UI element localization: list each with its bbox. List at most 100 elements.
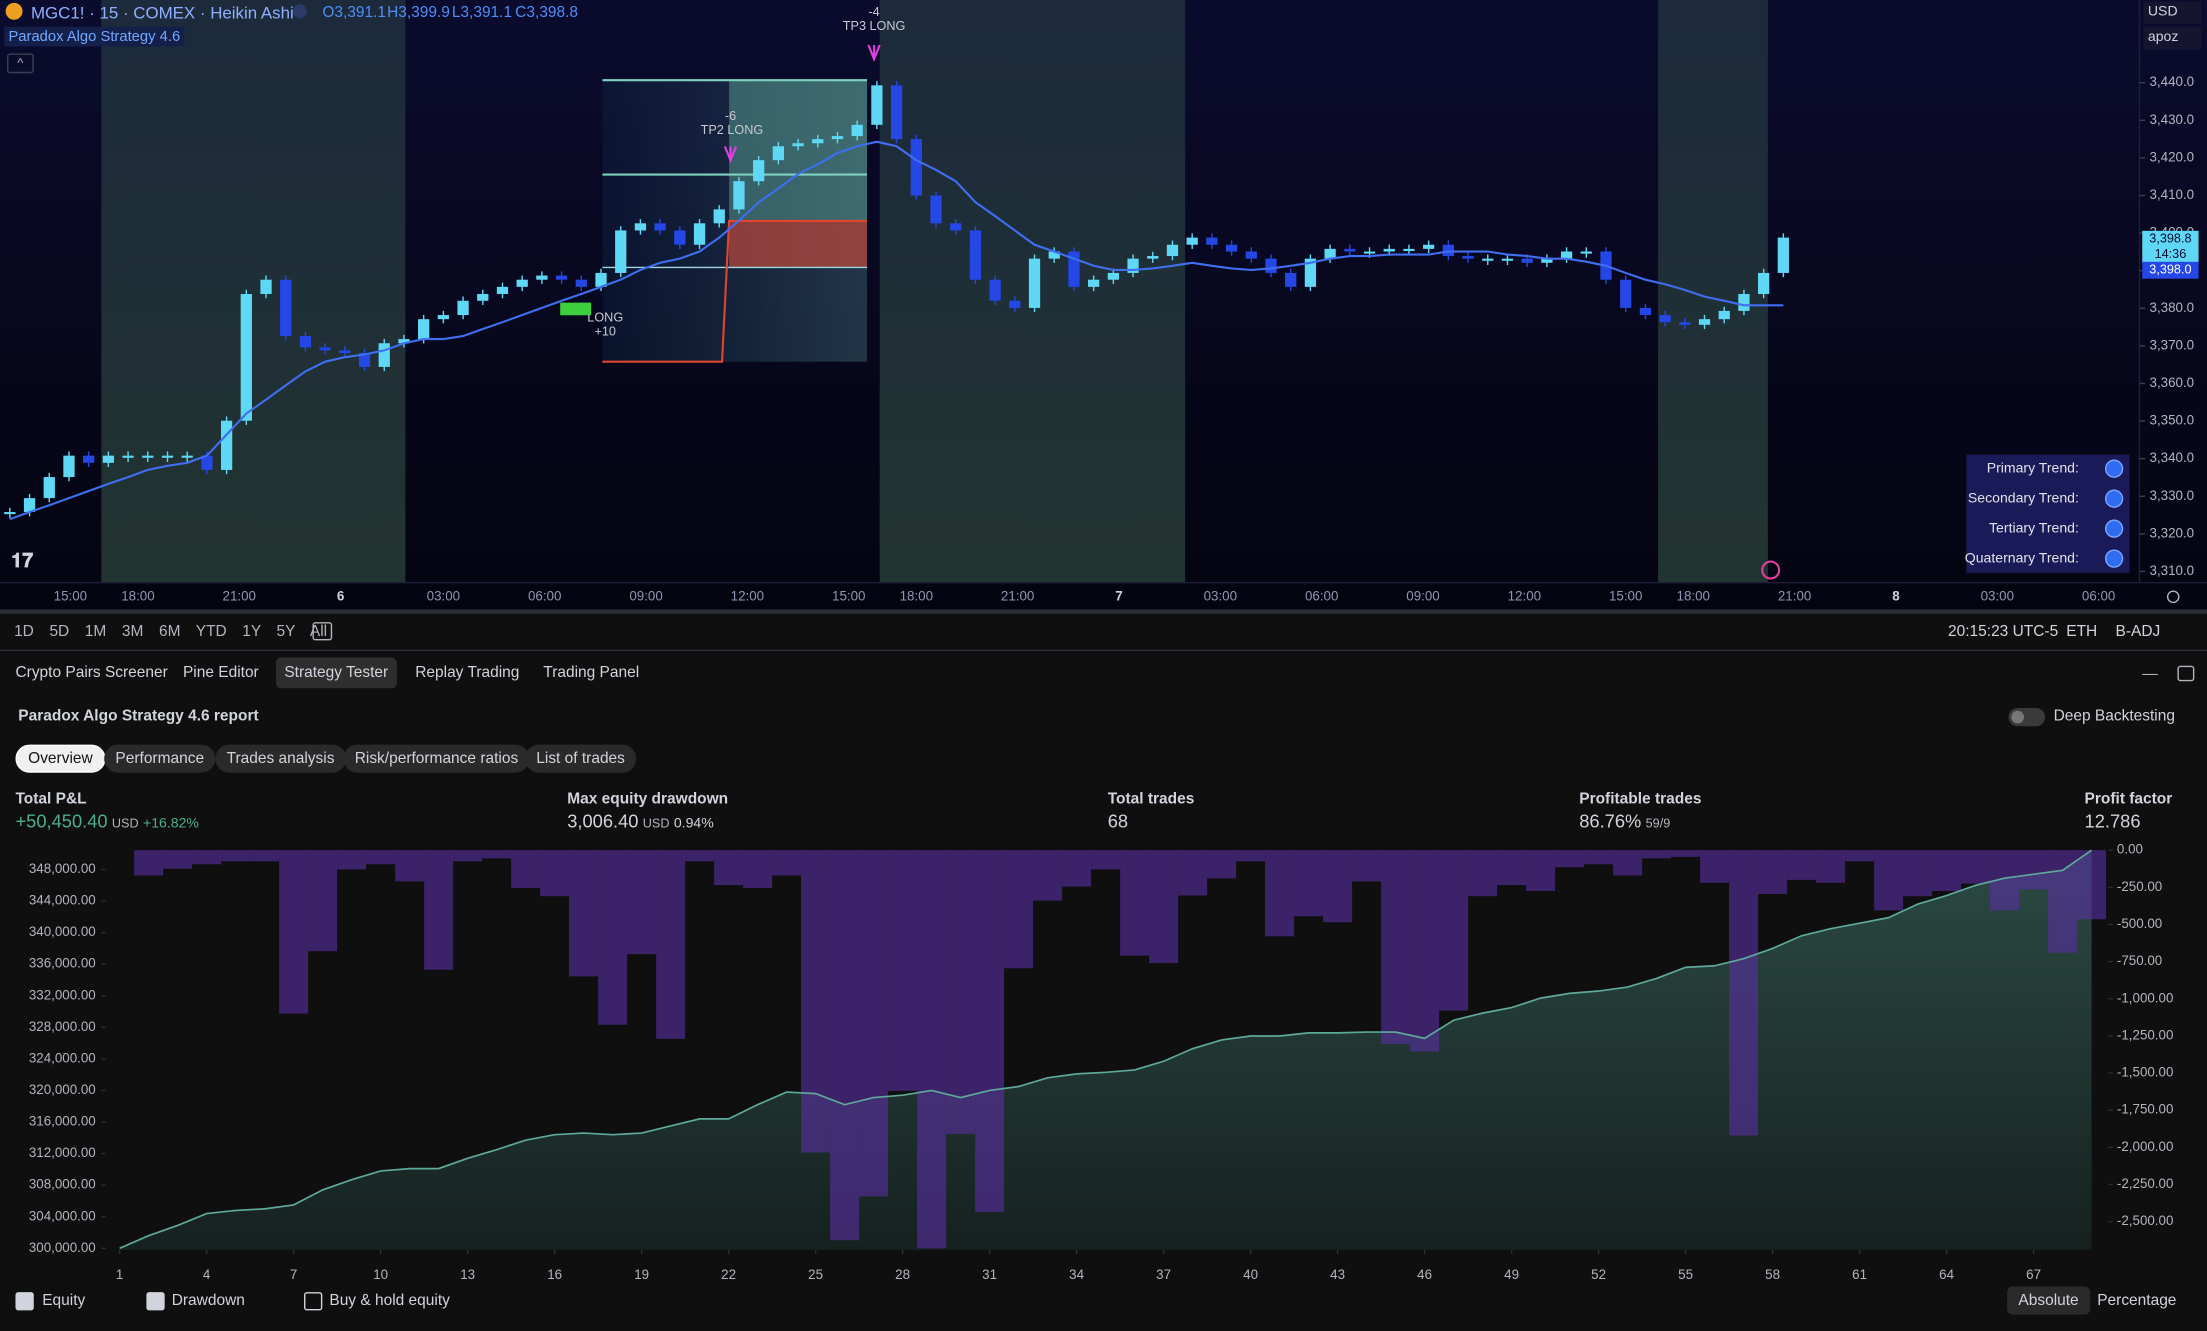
report-title[interactable]: Paradox Algo Strategy 4.6 report [18, 707, 259, 725]
subtab-active[interactable]: Overview [15, 744, 106, 773]
candle [1324, 248, 1336, 259]
candle [1501, 258, 1514, 261]
candle [1679, 322, 1691, 325]
candle [595, 272, 607, 287]
drawdown-bar [1120, 850, 1150, 956]
y2-tick-label: -2,500.00 [2117, 1213, 2173, 1228]
checkbox[interactable] [304, 1292, 323, 1311]
minimize[interactable]: — [2142, 665, 2158, 683]
candle [477, 293, 489, 301]
candle [1363, 251, 1376, 254]
mode[interactable]: Percentage [2097, 1292, 2177, 1310]
drawdown-bar [685, 850, 715, 862]
range-button[interactable]: 1Y [242, 623, 261, 641]
currency[interactable]: USD [2143, 1, 2202, 24]
drawdown-bar [569, 850, 599, 977]
x-tick-label: 12:00 [1508, 588, 1541, 603]
legend-entry[interactable]: Drawdown [171, 1292, 245, 1310]
drawdown-bar [1613, 850, 1643, 876]
candle [457, 300, 469, 316]
metric: 86.76% 59/9 [1579, 811, 1670, 833]
drawdown-bar [1062, 850, 1092, 887]
y-tick-label: 300,000.00 [29, 1240, 96, 1255]
trade-annotation: TP3 LONG [843, 19, 906, 33]
checkbox[interactable] [146, 1292, 165, 1311]
candle [378, 343, 390, 367]
drawdown-bar [1468, 850, 1498, 897]
candle [1048, 251, 1060, 259]
drawdown-bar [308, 850, 338, 952]
drawdown-bar [1961, 850, 1991, 884]
account[interactable]: apoz [2143, 26, 2202, 50]
stop-line [602, 219, 868, 363]
candle [1206, 237, 1218, 245]
candle [615, 230, 627, 273]
subtab[interactable]: List of trades [525, 744, 637, 773]
metric: 12.786 [2085, 811, 2141, 833]
range-button[interactable]: 1D [14, 623, 34, 641]
x-tick-label: 18:00 [121, 588, 154, 603]
legend-entry[interactable]: Equity [42, 1292, 86, 1310]
maximize[interactable] [2177, 665, 2195, 682]
candle [713, 209, 725, 224]
range-bar: 1D 5D 1M 3M 6M YTD 1Y 5Y All [14, 622, 327, 642]
candle [1403, 248, 1415, 251]
range-button[interactable]: 3M [121, 623, 144, 641]
price-label-box [2142, 246, 2199, 264]
drawdown-bar [656, 850, 686, 1039]
y2-tick-label: -1,750.00 [2117, 1102, 2173, 1117]
x-tick-label: 03:00 [1981, 588, 2014, 603]
candle [220, 420, 233, 470]
y-tick-label: 3,370.0 [2150, 337, 2195, 352]
session[interactable]: ETH [2066, 623, 2098, 641]
mode-active[interactable]: Absolute [2007, 1286, 2090, 1315]
x-tick-label: 09:00 [1406, 588, 1439, 603]
tp-marker [867, 44, 881, 62]
drawdown-bar [1410, 850, 1440, 1052]
tab[interactable]: Crypto Pairs Screener [15, 664, 168, 682]
y-tick-label: 312,000.00 [29, 1145, 96, 1160]
candle [201, 455, 213, 470]
adjustment[interactable]: B-ADJ [2115, 623, 2161, 641]
candle [1186, 237, 1198, 245]
range-button[interactable]: 5Y [276, 623, 296, 641]
subtab[interactable]: Performance [104, 744, 216, 773]
collapse-button[interactable]: ^ [7, 53, 34, 74]
metric-value: 3,006.40 [567, 810, 639, 832]
tab[interactable]: Replay Trading [415, 664, 520, 682]
metric-label: Total trades [1107, 791, 1195, 808]
y-tick-label: 332,000.00 [29, 987, 96, 1002]
candle [969, 230, 982, 280]
checkbox[interactable] [15, 1292, 34, 1311]
range-button[interactable]: 6M [158, 623, 181, 641]
candle [910, 139, 922, 196]
candle [1423, 244, 1435, 249]
legend-entry[interactable]: Buy & hold equity [329, 1292, 450, 1310]
x-tick-label: 19 [634, 1267, 649, 1282]
candle [1265, 258, 1277, 273]
range-button[interactable]: YTD [195, 623, 227, 641]
metric: 68 [1108, 811, 1128, 833]
entry-marker [560, 302, 592, 316]
x-tick-label: 46 [1417, 1267, 1432, 1282]
subtab[interactable]: Trades analysis [215, 744, 346, 773]
tab[interactable]: Trading Panel [543, 664, 640, 682]
drawdown-bar [1700, 850, 1730, 883]
tab[interactable]: Pine Editor [182, 664, 259, 682]
x-tick-label: 09:00 [629, 588, 662, 603]
ohlc-low: L3,391.1 [451, 4, 513, 22]
range-button[interactable]: All [309, 623, 328, 641]
drawdown-bar [1671, 850, 1701, 857]
drawdown-bar [337, 850, 367, 870]
indicator-label[interactable]: Paradox Algo Strategy 4.6 [4, 26, 185, 47]
subtab[interactable]: Risk/performance ratios [343, 744, 530, 773]
range-button[interactable]: 5D [49, 623, 70, 641]
trend-dot [2104, 549, 2124, 568]
range-button[interactable]: 1M [84, 623, 107, 641]
drawdown-bar [511, 850, 541, 889]
x-tick-label: 61 [1852, 1267, 1867, 1282]
metric-extra: +16.82% [142, 816, 199, 832]
calendar-icon[interactable] [312, 622, 333, 641]
tab-active[interactable]: Strategy Tester [275, 657, 397, 689]
candle [339, 350, 351, 354]
